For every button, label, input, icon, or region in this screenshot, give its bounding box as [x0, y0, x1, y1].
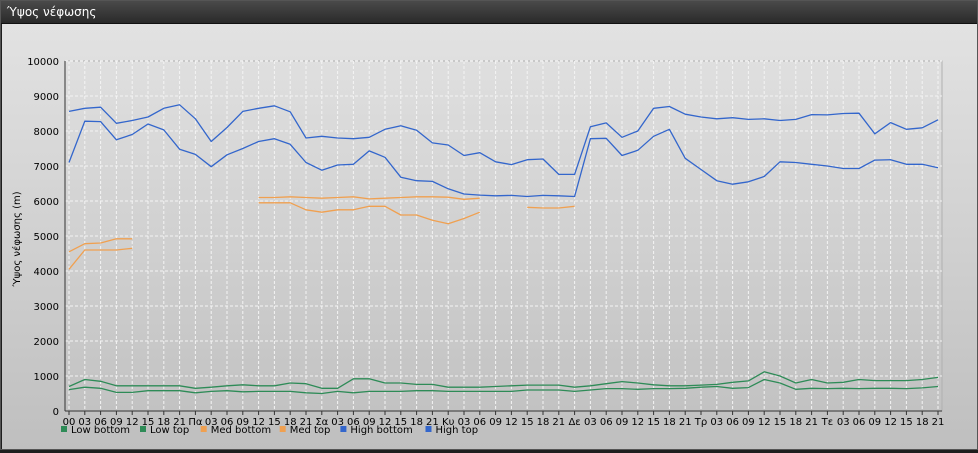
y-axis-label: Ύψος νέφωσης (m): [11, 191, 23, 287]
x-tick-label: 09: [868, 417, 881, 428]
x-tick-label: 15: [142, 417, 155, 428]
x-tick-label: 18: [789, 417, 802, 428]
legend: Low bottom Low top Med bottom Med top High b…: [61, 425, 478, 436]
y-tick-label: 4000: [34, 267, 59, 278]
x-tick-label: 15: [900, 417, 913, 428]
y-tick-label: 2000: [34, 337, 59, 348]
x-tick-label: 12: [631, 417, 644, 428]
legend-label: Low bottom: [71, 425, 130, 436]
line-chart: Ύψος νέφωσης (m) 0 1000 2000 3000 4000 5000 60…: [11, 57, 944, 436]
x-tick-label: Σα: [315, 417, 328, 428]
series-line-low-bottom-segment-0: [68, 378, 939, 395]
x-tick-label: 21: [426, 417, 439, 428]
x-tick-label: 03: [205, 417, 218, 428]
x-tick-label: Δε: [568, 417, 580, 428]
x-tick-label: 12: [505, 417, 518, 428]
x-tick-label: 21: [300, 417, 313, 428]
series-line-high-bottom-segment-0: [68, 120, 939, 198]
x-tick-label: 18: [663, 417, 676, 428]
series-line-med-bottom-segment-0: [68, 247, 133, 270]
x-tick-label: 12: [126, 417, 139, 428]
axes: Ύψος νέφωσης (m) 0 1000 2000 3000 4000 5000 60…: [11, 57, 944, 428]
series-line-med-bottom-segment-2: [527, 205, 575, 209]
x-tick-label: 03: [458, 417, 471, 428]
series-line-high-top-segment-0: [68, 104, 939, 176]
x-tick-label: 09: [616, 417, 629, 428]
x-tick-label: 15: [521, 417, 534, 428]
x-tick-label: 15: [268, 417, 281, 428]
x-tick-label: 12: [758, 417, 771, 428]
legend-swatch: [200, 426, 207, 432]
x-tick-label: 09: [489, 417, 502, 428]
x-tick-label: Τρ: [694, 417, 707, 428]
x-tick-label: 00: [63, 417, 76, 428]
x-tick-label: 12: [252, 417, 265, 428]
series-line-med-top-segment-1: [258, 196, 480, 200]
y-tick-label: 1000: [34, 372, 59, 383]
y-tick-label: 5000: [34, 232, 59, 243]
y-tick-label: 3000: [34, 302, 59, 313]
x-tick-label: 21: [552, 417, 565, 428]
x-tick-label: Κυ: [442, 417, 455, 428]
x-tick-label: 06: [221, 417, 234, 428]
series-line-med-top-segment-0: [68, 238, 133, 253]
y-tick-label: 8000: [34, 127, 59, 138]
legend-label: Med bottom: [211, 425, 271, 436]
x-tick-label: 15: [394, 417, 407, 428]
x-tick-label: 06: [726, 417, 739, 428]
x-tick-label: 18: [537, 417, 550, 428]
x-tick-label: 09: [236, 417, 249, 428]
legend-label: Low top: [150, 425, 189, 436]
x-tick-label: 21: [679, 417, 692, 428]
series-line-med-bottom-segment-1: [258, 202, 481, 225]
x-tick-label: 21: [805, 417, 818, 428]
legend-swatch: [279, 426, 286, 432]
legend-swatch: [140, 426, 146, 432]
x-tick-label: 03: [78, 417, 91, 428]
y-tick-label: 6000: [34, 197, 59, 208]
x-tick-label: 18: [157, 417, 170, 428]
x-tick-label: 06: [853, 417, 866, 428]
x-tick-label: 21: [932, 417, 945, 428]
x-tick-label: 18: [916, 417, 929, 428]
x-tick-label: 18: [410, 417, 423, 428]
y-tick-label: 0: [53, 407, 59, 418]
x-tick-label: 09: [110, 417, 123, 428]
x-tick-label: 15: [774, 417, 787, 428]
window-title: Ύψος νέφωσης: [7, 5, 97, 19]
x-tick-label: 06: [600, 417, 613, 428]
x-tick-label: 18: [284, 417, 297, 428]
y-tick-label: 10000: [27, 57, 59, 68]
legend-swatch: [340, 426, 347, 432]
x-tick-label: 06: [473, 417, 486, 428]
x-tick-label: 03: [837, 417, 850, 428]
series-line-low-top-segment-0: [68, 371, 939, 389]
x-tick-label: Τε: [821, 417, 834, 428]
legend-swatch: [425, 426, 432, 432]
x-tick-label: 12: [379, 417, 392, 428]
window-titlebar: Ύψος νέφωσης: [1, 1, 977, 24]
legend-label: Med top: [290, 425, 331, 436]
legend-swatch: [61, 426, 67, 432]
x-tick-label: 12: [884, 417, 897, 428]
legend-label: High bottom: [350, 425, 412, 436]
x-tick-label: 03: [584, 417, 597, 428]
x-tick-label: 09: [363, 417, 376, 428]
x-tick-label: 21: [173, 417, 186, 428]
x-tick-label: 03: [331, 417, 344, 428]
legend-label: High top: [436, 425, 479, 436]
chart-area: Ύψος νέφωσης (m) 0 1000 2000 3000 4000 5000 60…: [2, 24, 977, 449]
series-lines: [68, 104, 939, 395]
x-tick-label: 03: [710, 417, 723, 428]
y-tick-label: 7000: [34, 162, 59, 173]
x-tick-label: 09: [742, 417, 755, 428]
x-tick-label: 15: [647, 417, 660, 428]
x-tick-label: 06: [94, 417, 107, 428]
x-tick-label: 06: [347, 417, 360, 428]
x-tick-label: Πα: [188, 417, 203, 428]
y-tick-label: 9000: [34, 92, 59, 103]
grid: [64, 60, 943, 412]
